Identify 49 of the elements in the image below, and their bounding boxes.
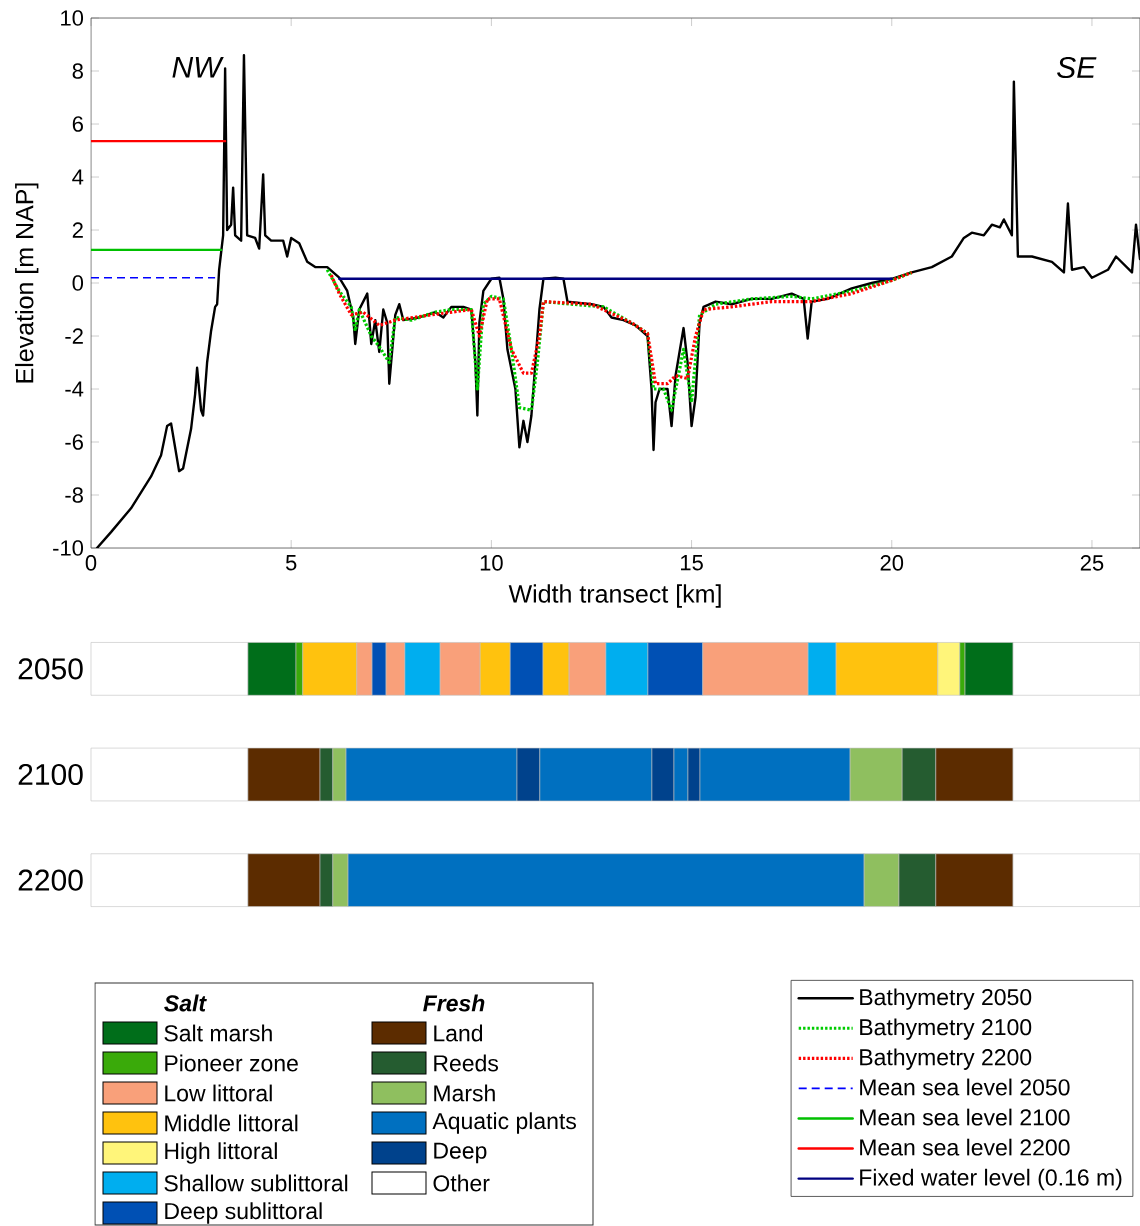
- y-tick-label: -6: [65, 434, 83, 450]
- x-tick-label: 25: [1080, 555, 1104, 571]
- line-series: [95, 53, 1140, 549]
- line-series: [325, 268, 914, 412]
- y-tick-label: 8: [72, 63, 83, 79]
- legend-label: Mean sea level 2100: [860, 1108, 1070, 1126]
- y-tick-label: 0: [72, 275, 84, 291]
- y-tick-label: 6: [72, 116, 83, 132]
- category-label: Deep: [434, 1142, 487, 1164]
- category-label: High littoral: [165, 1142, 277, 1164]
- category-label: Land: [434, 1024, 483, 1042]
- category-label: Low littoral: [165, 1084, 272, 1102]
- x-tick-label: 10: [480, 555, 503, 571]
- legend-label: Bathymetry 2100: [860, 1018, 1032, 1040]
- x-tick-label: 15: [681, 555, 703, 571]
- legend-label: Fixed water level (0.16 m): [860, 1168, 1122, 1191]
- x-tick-label: 20: [880, 555, 904, 571]
- category-label: Reeds: [434, 1054, 499, 1072]
- legend-label: Mean sea level 2050: [860, 1078, 1070, 1096]
- legend-label: Bathymetry 2200: [860, 1048, 1032, 1070]
- y-axis-title: Elevation [m NAP]: [15, 183, 39, 383]
- category-label: Aquatic plants: [432, 1112, 576, 1134]
- category-label: Pioneer zone: [165, 1054, 298, 1072]
- annotation: NW: [172, 56, 224, 78]
- annotation: SE: [1057, 56, 1097, 79]
- category-label: Middle littoral: [165, 1114, 298, 1132]
- category-label: Deep sublittoral: [165, 1202, 322, 1224]
- y-tick-label: -8: [65, 487, 83, 503]
- x-axis-title: Width transect [km]: [508, 584, 721, 608]
- x-tick-label: 5: [285, 555, 297, 571]
- y-tick-label: 10: [61, 10, 84, 26]
- y-tick-label: -2: [65, 328, 83, 344]
- category-label: Shallow sublittoral: [164, 1174, 348, 1192]
- text: Salt: [164, 994, 207, 1012]
- category-label: Other: [433, 1174, 490, 1192]
- y-tick-label: 2: [72, 222, 83, 238]
- x-tick-label: 0: [85, 555, 97, 571]
- y-tick-label: -10: [53, 540, 84, 556]
- y-tick-label: 4: [72, 169, 84, 185]
- legend-label: Bathymetry 2050: [860, 988, 1032, 1010]
- y-tick-label: 2050: [18, 658, 83, 680]
- line-series: [329, 270, 914, 386]
- y-tick-label: 2100: [18, 763, 83, 786]
- y-tick-label: -4: [65, 381, 84, 397]
- text: Fresh: [423, 994, 485, 1012]
- category-label: Marsh: [434, 1084, 495, 1102]
- category-label: Salt marsh: [164, 1024, 272, 1042]
- y-tick-label: 2200: [18, 869, 83, 891]
- legend-label: Mean sea level 2200: [860, 1138, 1070, 1156]
